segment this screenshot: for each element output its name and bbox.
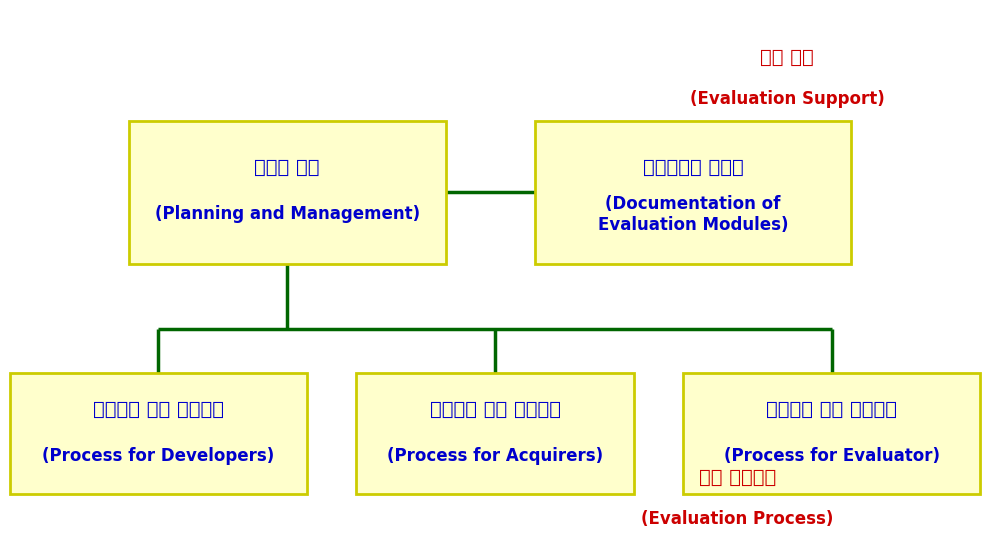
Text: (Planning and Management): (Planning and Management) [154,205,420,223]
Text: 계획과 관리: 계획과 관리 [254,158,320,177]
FancyBboxPatch shape [535,121,851,264]
Text: (Documentation of
Evaluation Modules): (Documentation of Evaluation Modules) [598,195,788,233]
Text: (Process for Developers): (Process for Developers) [43,447,274,464]
Text: (Process for Acquirers): (Process for Acquirers) [387,447,603,464]
Text: (Evaluation Process): (Evaluation Process) [642,510,834,528]
Text: 개발자를 위한 프로세스: 개발자를 위한 프로세스 [93,400,224,418]
Text: (Evaluation Support): (Evaluation Support) [690,90,884,108]
Text: 평가모듈의 문서화: 평가모듈의 문서화 [643,158,743,177]
Text: 획득자를 위한 프로세스: 획득자를 위한 프로세스 [430,400,560,418]
FancyBboxPatch shape [129,121,446,264]
FancyBboxPatch shape [683,373,980,494]
FancyBboxPatch shape [10,373,307,494]
Text: 평가자를 위한 프로세스: 평가자를 위한 프로세스 [766,400,897,418]
Text: (Process for Evaluator): (Process for Evaluator) [724,447,940,464]
Text: 평가 프로세스: 평가 프로세스 [699,468,776,487]
FancyBboxPatch shape [356,373,634,494]
Text: 평가 지원: 평가 지원 [760,48,814,67]
